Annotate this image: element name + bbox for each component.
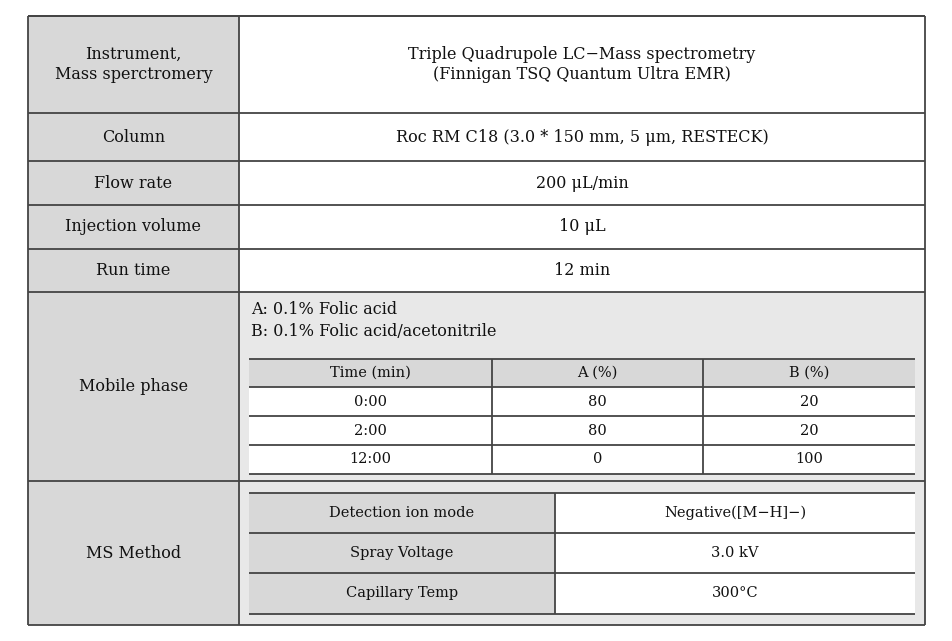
Bar	[248, 573, 555, 613]
Text: Time (min): Time (min)	[329, 366, 410, 380]
Bar	[248, 493, 555, 533]
Text: 100: 100	[795, 453, 823, 467]
Text: A (%): A (%)	[577, 366, 617, 380]
Text: Instrument,
Mass sperctromery: Instrument, Mass sperctromery	[54, 46, 212, 83]
Text: 0:00: 0:00	[353, 395, 387, 409]
Bar	[248, 358, 914, 474]
Text: Injection volume: Injection volume	[66, 219, 201, 235]
Text: Run time: Run time	[96, 262, 170, 279]
Bar	[28, 481, 239, 625]
Bar	[28, 249, 239, 292]
Text: 80: 80	[587, 424, 606, 438]
Text: 300°C: 300°C	[711, 587, 758, 601]
Bar	[239, 113, 924, 162]
Text: Capillary Temp: Capillary Temp	[346, 587, 458, 601]
Text: 10 μL: 10 μL	[558, 219, 605, 235]
Text: B: 0.1% Folic acid/acetonitrile: B: 0.1% Folic acid/acetonitrile	[250, 322, 496, 340]
Text: Roc RM C18 (3.0 * 150 mm, 5 μm, RESTECK): Roc RM C18 (3.0 * 150 mm, 5 μm, RESTECK)	[395, 129, 767, 146]
Bar	[239, 481, 924, 625]
Text: 80: 80	[587, 395, 606, 409]
Text: 20: 20	[799, 424, 818, 438]
Bar	[239, 162, 924, 205]
Text: 20: 20	[799, 395, 818, 409]
Bar	[28, 113, 239, 162]
Text: Mobile phase: Mobile phase	[79, 378, 188, 395]
Bar	[239, 16, 924, 113]
Bar	[239, 292, 924, 481]
Text: B (%): B (%)	[788, 366, 828, 380]
Text: 12:00: 12:00	[349, 453, 391, 467]
Bar	[248, 493, 914, 613]
Text: 12 min: 12 min	[553, 262, 609, 279]
Bar	[248, 533, 555, 573]
Bar	[239, 205, 924, 249]
Bar	[28, 16, 239, 113]
Text: Triple Quadrupole LC−Mass spectrometry
(Finnigan TSQ Quantum Ultra EMR): Triple Quadrupole LC−Mass spectrometry (…	[407, 46, 755, 83]
Bar	[248, 358, 914, 387]
Bar	[555, 493, 914, 533]
Text: Spray Voltage: Spray Voltage	[350, 546, 453, 560]
Bar	[28, 292, 239, 481]
Text: Detection ion mode: Detection ion mode	[329, 506, 474, 520]
Bar	[28, 205, 239, 249]
Text: A: 0.1% Folic acid: A: 0.1% Folic acid	[250, 301, 396, 318]
Text: 0: 0	[592, 453, 602, 467]
Text: 2:00: 2:00	[353, 424, 387, 438]
Text: Column: Column	[102, 129, 165, 146]
Text: 3.0 kV: 3.0 kV	[710, 546, 758, 560]
Text: MS Method: MS Method	[86, 545, 181, 562]
Text: Negative([M−H]−): Negative([M−H]−)	[664, 506, 805, 520]
Text: Flow rate: Flow rate	[94, 175, 172, 192]
Bar	[239, 249, 924, 292]
Bar	[28, 162, 239, 205]
Text: 200 μL/min: 200 μL/min	[535, 175, 627, 192]
